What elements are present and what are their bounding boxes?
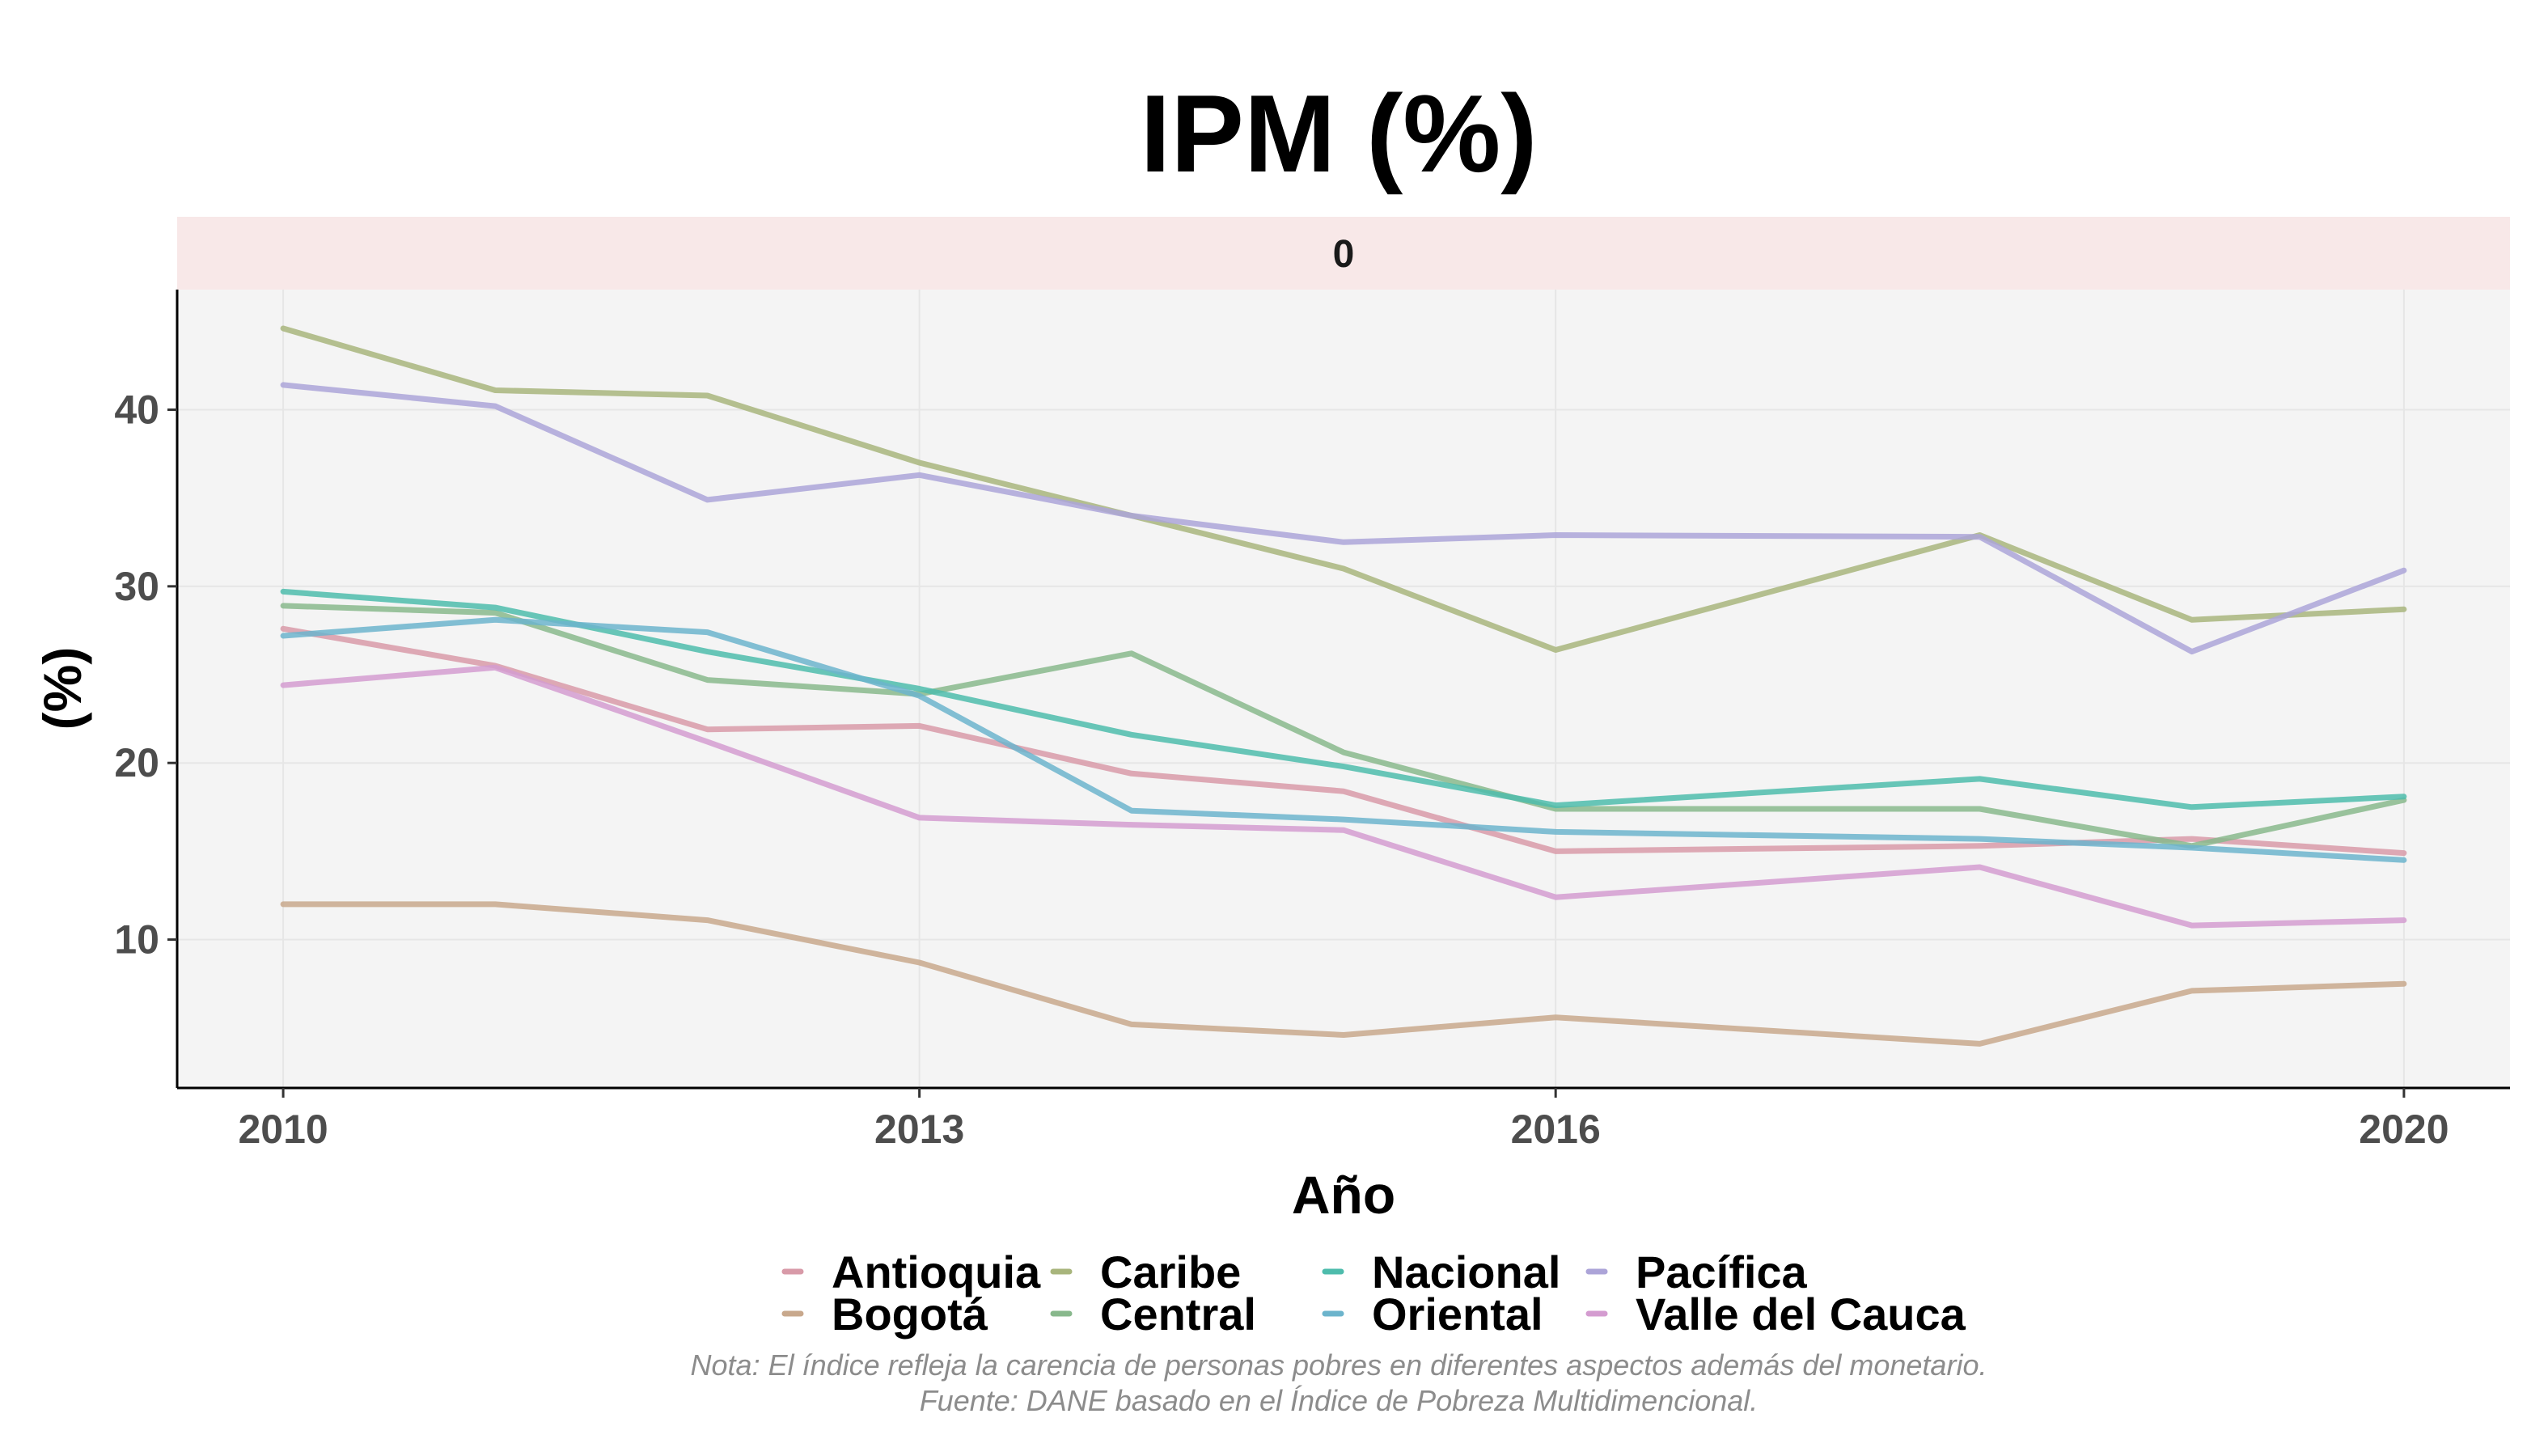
series-line-oriental xyxy=(280,616,2407,863)
y-axis-title: (%) xyxy=(32,647,92,730)
x-axis-ticks: 2010 2013 2016 2020 xyxy=(238,1088,2449,1152)
caption-source: Fuente: DANE basado en el Índice de Pobr… xyxy=(920,1384,1759,1417)
legend-label-oriental: Oriental xyxy=(1372,1289,1543,1340)
x-tick-label: 2013 xyxy=(874,1107,964,1152)
x-axis-title: Año xyxy=(1292,1165,1395,1225)
legend-label-nacional: Nacional xyxy=(1372,1246,1560,1297)
series-line-valle-del-cauca xyxy=(280,664,2407,929)
series-lines xyxy=(280,325,2407,1047)
caption-note: Nota: El índice refleja la carencia de p… xyxy=(691,1348,1987,1382)
series-line-caribe xyxy=(280,325,2407,653)
grid-lines xyxy=(177,290,2510,1088)
legend-label-caribe: Caribe xyxy=(1100,1246,1241,1297)
y-tick-label: 10 xyxy=(114,917,159,963)
y-tick-label: 30 xyxy=(114,564,159,609)
legend-label-pacifica: Pacífica xyxy=(1636,1246,1808,1297)
y-tick-label: 20 xyxy=(114,740,159,785)
series-line-central xyxy=(280,603,2407,849)
legend-label-bogota: Bogotá xyxy=(832,1289,988,1340)
chart-title: IPM (%) xyxy=(1140,72,1537,195)
x-tick-label: 2010 xyxy=(238,1107,328,1152)
series-line-bogota xyxy=(280,901,2407,1047)
series-line-pacifica xyxy=(280,382,2407,655)
x-tick-label: 2016 xyxy=(1511,1107,1601,1152)
x-tick-label: 2020 xyxy=(2359,1107,2449,1152)
y-tick-label: 40 xyxy=(114,387,159,432)
facet-strip-label: 0 xyxy=(1333,233,1355,276)
legend-label-valle-del-cauca: Valle del Cauca xyxy=(1636,1289,1966,1340)
series-line-nacional xyxy=(280,588,2407,811)
facet-strip xyxy=(177,217,2510,290)
y-axis-ticks: 10 20 30 40 xyxy=(114,387,177,963)
legend-label-antioquia: Antioquia xyxy=(832,1246,1041,1297)
legend-label-central: Central xyxy=(1100,1289,1256,1340)
